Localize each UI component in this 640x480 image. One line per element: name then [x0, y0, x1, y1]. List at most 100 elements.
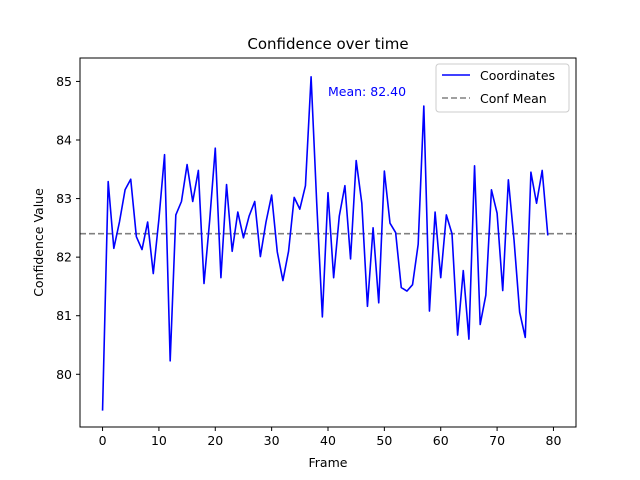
- data-point: [214, 147, 216, 149]
- x-tick-label: 60: [433, 433, 449, 448]
- x-axis-ticks: 0 10 20 30 40 50 60 70 80: [99, 427, 562, 448]
- data-point: [175, 214, 177, 216]
- data-point: [350, 258, 352, 260]
- data-point: [440, 277, 442, 279]
- data-point: [152, 273, 154, 275]
- data-point: [502, 290, 504, 292]
- data-point: [226, 184, 228, 186]
- data-point: [158, 218, 160, 220]
- data-point: [395, 232, 397, 234]
- legend: Coordinates Conf Mean: [435, 63, 570, 113]
- data-point: [107, 181, 109, 183]
- data-point: [231, 250, 233, 252]
- plot-area: [80, 75, 576, 412]
- data-point: [333, 277, 335, 279]
- data-point: [406, 290, 408, 292]
- data-point: [446, 214, 448, 216]
- x-tick-label: 40: [320, 433, 336, 448]
- data-point: [519, 311, 521, 313]
- data-point: [384, 170, 386, 172]
- data-point: [260, 256, 262, 258]
- data-point: [310, 76, 312, 78]
- data-point: [164, 154, 166, 156]
- mean-annotation: Mean: 82.40: [328, 84, 406, 99]
- data-point: [169, 360, 171, 362]
- y-axis-label: Confidence Value: [31, 188, 46, 297]
- data-point: [265, 221, 267, 223]
- data-point: [344, 185, 346, 187]
- data-point: [203, 283, 205, 285]
- data-point: [254, 201, 256, 203]
- data-point: [113, 248, 115, 250]
- data-point: [479, 324, 481, 326]
- data-point: [541, 170, 543, 172]
- data-point: [102, 410, 104, 412]
- data-point: [367, 306, 369, 308]
- data-point: [141, 249, 143, 251]
- data-point: [547, 235, 549, 237]
- data-point: [316, 202, 318, 204]
- data-point: [209, 220, 211, 222]
- legend-label-conf-mean: Conf Mean: [480, 91, 547, 106]
- data-point: [462, 270, 464, 272]
- data-point: [491, 189, 493, 191]
- data-point: [434, 211, 436, 213]
- x-tick-label: 20: [207, 433, 223, 448]
- data-point: [327, 192, 329, 194]
- x-tick-label: 80: [546, 433, 562, 448]
- data-point: [130, 178, 132, 180]
- data-point: [361, 202, 363, 204]
- data-point: [524, 337, 526, 339]
- data-point: [282, 280, 284, 282]
- data-point: [429, 310, 431, 312]
- x-tick-label: 30: [264, 433, 280, 448]
- data-point: [192, 201, 194, 203]
- data-point: [378, 302, 380, 304]
- data-point: [372, 227, 374, 229]
- data-point: [220, 277, 222, 279]
- y-tick-label: 83: [56, 191, 72, 206]
- x-tick-label: 0: [99, 433, 107, 448]
- data-point: [338, 215, 340, 217]
- data-point: [513, 239, 515, 241]
- y-tick-label: 85: [56, 74, 72, 89]
- data-point: [417, 243, 419, 245]
- data-point: [248, 215, 250, 217]
- data-point: [400, 287, 402, 289]
- data-point: [124, 189, 126, 191]
- data-point: [536, 202, 538, 204]
- data-point: [299, 208, 301, 210]
- data-point: [508, 179, 510, 181]
- legend-label-coordinates: Coordinates: [480, 68, 555, 83]
- x-tick-label: 10: [151, 433, 167, 448]
- data-point: [276, 251, 278, 253]
- data-point: [237, 211, 239, 213]
- series-line-coordinates: [101, 75, 549, 411]
- data-point: [355, 160, 357, 162]
- data-point: [181, 201, 183, 203]
- chart-title: Confidence over time: [247, 35, 408, 53]
- data-point: [496, 212, 498, 214]
- data-point: [457, 334, 459, 336]
- data-point: [293, 197, 295, 199]
- data-point: [451, 233, 453, 235]
- y-tick-label: 80: [56, 367, 72, 382]
- data-point: [423, 105, 425, 107]
- x-tick-label: 50: [376, 433, 392, 448]
- x-tick-label: 70: [489, 433, 505, 448]
- data-point: [474, 165, 476, 167]
- data-point: [412, 284, 414, 286]
- data-point: [305, 185, 307, 187]
- y-tick-label: 84: [56, 133, 72, 148]
- data-point: [136, 236, 138, 238]
- data-point: [485, 294, 487, 296]
- data-point: [322, 316, 324, 318]
- data-point: [389, 222, 391, 224]
- data-point: [243, 237, 245, 239]
- data-point: [119, 221, 121, 223]
- data-point: [147, 221, 149, 223]
- y-tick-label: 82: [56, 250, 72, 265]
- y-axis-ticks: 80 81 82 83 84 85: [56, 74, 80, 382]
- x-axis-label: Frame: [309, 455, 348, 470]
